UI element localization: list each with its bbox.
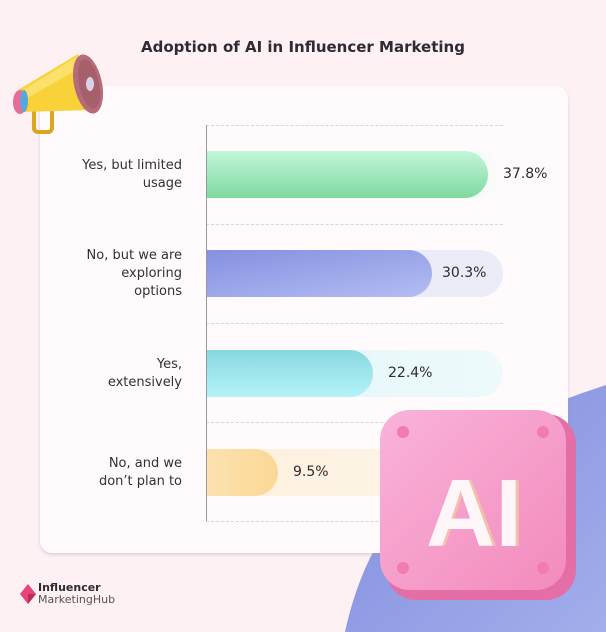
gridline [206, 224, 503, 225]
y-axis-line [206, 125, 207, 521]
value-label: 37.8% [503, 166, 548, 182]
value-label: 30.3% [442, 265, 487, 281]
logo-line2a: Marketing [38, 593, 93, 606]
ai-tile-text: AI [429, 460, 525, 567]
value-label: 22.4% [388, 365, 433, 381]
category-label: Yes, extensively [107, 357, 182, 390]
ai-tile-icon: AI AI [380, 410, 576, 600]
category-label: Yes, but limited usage [82, 158, 182, 191]
megaphone-icon [13, 54, 104, 134]
gridline [206, 422, 503, 423]
category-label: No, but we are exploring options [86, 248, 182, 299]
logo-diamond-icon [20, 584, 36, 604]
value-label: 9.5% [293, 464, 329, 480]
gridline [206, 125, 503, 126]
category-label: No, and we don’t plan to [98, 456, 182, 489]
bar-yes-extensively [207, 350, 373, 397]
logo-line1: Influencer [38, 581, 101, 594]
logo-line2b: Hub [92, 593, 116, 606]
chart-title: Adoption of AI in Influencer Marketing [141, 38, 465, 56]
gridline [206, 521, 503, 522]
gridline [206, 323, 503, 324]
bar-yes-limited [207, 151, 488, 198]
bar-no-exploring [207, 250, 432, 297]
bar-no-plan [207, 449, 278, 496]
influencer-marketing-hub-logo[interactable]: Influencer MarketingHub [20, 582, 115, 606]
ai-tile-text: AI [426, 460, 522, 567]
